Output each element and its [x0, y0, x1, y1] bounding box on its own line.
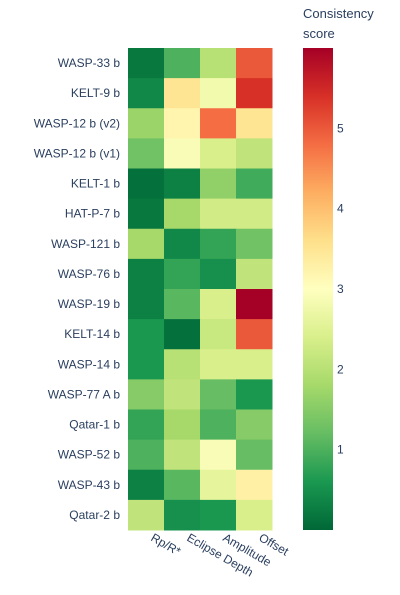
heatmap-cell-wasp-43-b-amplitude — [200, 469, 237, 501]
heatmap-cell-wasp-12-b-v2-rp-r — [128, 108, 165, 139]
y-tick-label: WASP-19 b — [58, 297, 121, 311]
heatmap-cell-wasp-12-b-v2-eclipse-depth — [164, 108, 201, 139]
y-tick-label: KELT-9 b — [71, 86, 120, 100]
heatmap-cell-wasp-77-a-b-eclipse-depth — [164, 379, 201, 410]
heatmap-cell-qatar-1-b-eclipse-depth — [164, 409, 201, 441]
colorbar-tick-label: 4 — [337, 202, 344, 216]
colorbar-tick-label: 1 — [337, 443, 344, 457]
heatmap-cell-wasp-12-b-v1-eclipse-depth — [164, 138, 201, 169]
heatmap-cell-wasp-33-b-amplitude — [200, 48, 237, 79]
y-tick-label: KELT-14 b — [64, 327, 120, 341]
heatmap-cell-wasp-121-b-amplitude — [200, 228, 237, 260]
heatmap-cell-wasp-14-b-amplitude — [200, 349, 237, 380]
colorbar-title-line1: Consistency — [303, 6, 374, 21]
heatmap-cell-wasp-121-b-offset — [236, 228, 273, 260]
colorbar-gradient — [303, 48, 333, 530]
heatmap-cell-kelt-14-b-offset — [236, 319, 273, 350]
colorbar-tick-label: 5 — [337, 121, 344, 135]
heatmap-cell-hat-p-7-b-offset — [236, 198, 273, 230]
heatmap-cell-wasp-76-b-rp-r — [128, 258, 165, 290]
y-tick-label: WASP-52 b — [58, 448, 121, 462]
heatmap-cell-wasp-19-b-amplitude — [200, 289, 237, 320]
colorbar-tick-label: 2 — [337, 362, 344, 376]
heatmap-cell-wasp-43-b-rp-r — [128, 469, 165, 501]
heatmap-cell-qatar-1-b-offset — [236, 409, 273, 441]
y-tick-label: WASP-12 b (v1) — [34, 146, 120, 160]
heatmap-cell-qatar-1-b-rp-r — [128, 409, 165, 441]
heatmap-cell-wasp-12-b-v2-amplitude — [200, 108, 237, 139]
y-tick-label: WASP-77 A b — [48, 387, 121, 401]
heatmap-cell-wasp-52-b-rp-r — [128, 439, 165, 471]
heatmap-cell-qatar-1-b-amplitude — [200, 409, 237, 441]
heatmap-cell-hat-p-7-b-rp-r — [128, 198, 165, 230]
heatmap-cell-kelt-1-b-offset — [236, 168, 273, 200]
heatmap-cell-wasp-52-b-eclipse-depth — [164, 439, 201, 471]
heatmap-cell-qatar-2-b-rp-r — [128, 499, 165, 531]
heatmap-cell-wasp-12-b-v1-amplitude — [200, 138, 237, 169]
colorbar-tick-label: 3 — [337, 282, 344, 296]
y-tick-label: Qatar-2 b — [69, 508, 120, 522]
heatmap-cell-kelt-9-b-offset — [236, 78, 273, 109]
heatmap-cell-wasp-12-b-v1-rp-r — [128, 138, 165, 169]
y-tick-label: WASP-43 b — [58, 478, 121, 492]
heatmap-cell-wasp-76-b-amplitude — [200, 258, 237, 290]
y-tick-label: WASP-14 b — [58, 357, 121, 371]
y-tick-label: KELT-1 b — [71, 177, 120, 191]
heatmap-cell-wasp-77-a-b-offset — [236, 379, 273, 410]
heatmap-cell-wasp-33-b-rp-r — [128, 48, 165, 79]
heatmap-cell-wasp-19-b-offset — [236, 289, 273, 320]
heatmap-cell-wasp-12-b-v1-offset — [236, 138, 273, 169]
heatmap-cell-wasp-12-b-v2-offset — [236, 108, 273, 139]
heatmap-cell-wasp-14-b-eclipse-depth — [164, 349, 201, 380]
heatmap-cell-wasp-77-a-b-amplitude — [200, 379, 237, 410]
y-tick-label: WASP-121 b — [51, 237, 120, 251]
heatmap-cell-wasp-14-b-offset — [236, 349, 273, 380]
heatmap-cells — [128, 48, 273, 531]
heatmap-cell-wasp-14-b-rp-r — [128, 349, 165, 380]
heatmap-cell-wasp-19-b-eclipse-depth — [164, 289, 201, 320]
heatmap-cell-kelt-14-b-eclipse-depth — [164, 319, 201, 350]
heatmap-cell-kelt-1-b-amplitude — [200, 168, 237, 200]
colorbar-ticks: 1 2 3 4 5 — [337, 121, 344, 456]
heatmap-cell-kelt-1-b-rp-r — [128, 168, 165, 200]
heatmap-cell-wasp-77-a-b-rp-r — [128, 379, 165, 410]
heatmap-cell-wasp-43-b-offset — [236, 469, 273, 501]
y-tick-label: WASP-33 b — [58, 56, 121, 70]
heatmap-cell-wasp-121-b-eclipse-depth — [164, 228, 201, 260]
heatmap-cell-hat-p-7-b-amplitude — [200, 198, 237, 230]
y-tick-label: Qatar-1 b — [69, 418, 120, 432]
y-tick-label: WASP-12 b (v2) — [34, 116, 120, 130]
heatmap-cell-wasp-19-b-rp-r — [128, 289, 165, 320]
heatmap-cell-wasp-33-b-eclipse-depth — [164, 48, 201, 79]
heatmap-cell-qatar-2-b-amplitude — [200, 499, 237, 531]
y-tick-label: WASP-76 b — [58, 267, 121, 281]
x-tick-label: Rp/R* — [149, 530, 184, 558]
heatmap-cell-kelt-14-b-amplitude — [200, 319, 237, 350]
colorbar-title-line2: score — [303, 26, 335, 41]
heatmap-cell-kelt-14-b-rp-r — [128, 319, 165, 350]
heatmap-cell-wasp-76-b-offset — [236, 258, 273, 290]
heatmap-cell-kelt-9-b-eclipse-depth — [164, 78, 201, 109]
heatmap-cell-wasp-52-b-offset — [236, 439, 273, 471]
heatmap-cell-qatar-2-b-eclipse-depth — [164, 499, 201, 531]
heatmap-cell-wasp-76-b-eclipse-depth — [164, 258, 201, 290]
y-tick-label: HAT-P-7 b — [65, 207, 120, 221]
heatmap-cell-wasp-121-b-rp-r — [128, 228, 165, 260]
heatmap-cell-wasp-52-b-amplitude — [200, 439, 237, 471]
heatmap-cell-kelt-9-b-rp-r — [128, 78, 165, 109]
heatmap-cell-kelt-1-b-eclipse-depth — [164, 168, 201, 200]
y-axis-labels: WASP-33 b KELT-9 b WASP-12 b (v2) WASP-12 b… — [34, 56, 121, 522]
colorbar — [303, 48, 333, 530]
heatmap-cell-qatar-2-b-offset — [236, 499, 273, 531]
heatmap-cell-hat-p-7-b-eclipse-depth — [164, 198, 201, 230]
heatmap-cell-wasp-33-b-offset — [236, 48, 273, 79]
heatmap-cell-wasp-43-b-eclipse-depth — [164, 469, 201, 501]
heatmap-cell-kelt-9-b-amplitude — [200, 78, 237, 109]
